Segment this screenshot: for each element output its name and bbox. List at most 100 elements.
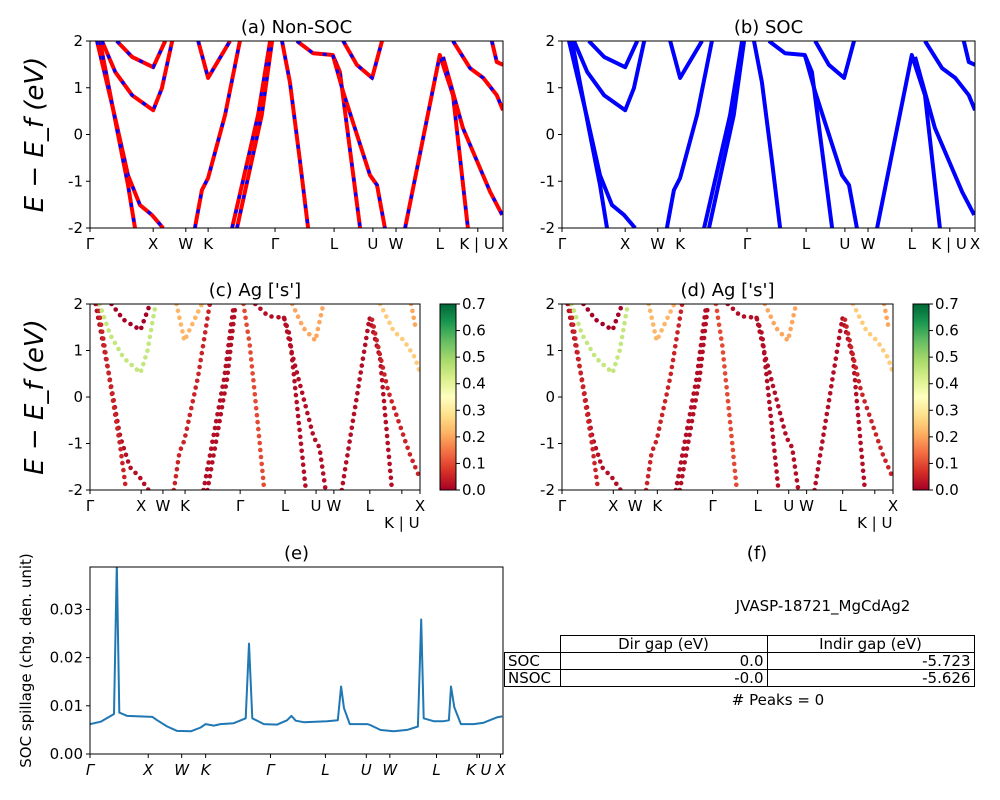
scatter-point — [668, 309, 673, 314]
scatter-point — [681, 446, 686, 452]
scatter-point — [258, 447, 263, 453]
scatter-point — [646, 466, 652, 472]
scatter-point — [298, 320, 304, 326]
scatter-point — [99, 329, 105, 335]
scatter-point — [242, 308, 247, 314]
scatter-point — [190, 321, 195, 327]
scatter-point — [880, 348, 886, 353]
scatter-point — [673, 344, 678, 349]
scatter-point — [674, 337, 679, 342]
scatter-point — [283, 322, 288, 328]
scatter-point — [734, 482, 739, 488]
table-header-row: Dir gap (eV) Indir gap (eV) — [505, 635, 975, 653]
scatter-point — [601, 362, 606, 368]
scatter-point — [122, 481, 128, 487]
scatter-point — [410, 308, 415, 314]
scatter-point — [724, 385, 729, 390]
scatter-point — [120, 460, 125, 466]
band-line — [97, 41, 137, 228]
scatter-point — [814, 473, 820, 479]
scatter-point — [733, 475, 738, 481]
x-tick-label: X — [620, 235, 630, 253]
scatter-point — [122, 474, 127, 480]
x-tick-label: U — [480, 761, 491, 779]
scatter-point — [858, 440, 863, 446]
scatter-point — [834, 349, 840, 355]
scatter-point — [190, 399, 196, 404]
scatter-point — [228, 342, 234, 348]
scatter-point — [581, 304, 586, 307]
scatter-point — [260, 468, 265, 474]
scatter-point — [207, 304, 212, 308]
y-axis-label: E − E_f (eV) — [20, 57, 50, 213]
scatter-point — [767, 399, 772, 405]
scatter-point — [768, 314, 774, 320]
scatter-point — [296, 376, 301, 382]
scatter-point — [202, 480, 208, 486]
scatter-point — [119, 453, 124, 459]
scatter-point — [725, 398, 731, 404]
scatter-point — [415, 471, 420, 477]
scatter-point — [855, 405, 860, 411]
x-tick-label: W — [174, 761, 190, 779]
scatter-point — [199, 304, 204, 308]
scatter-point — [570, 322, 576, 328]
y-tick-label: 1 — [73, 79, 83, 97]
band-line-dashed — [230, 41, 272, 228]
scatter-point — [349, 425, 355, 431]
scatter-point — [591, 453, 596, 459]
scatter-point — [643, 487, 649, 490]
scatter-point — [117, 312, 123, 318]
scatter-point — [600, 465, 605, 471]
scatter-point — [716, 322, 722, 328]
x-tick-label: L — [436, 235, 445, 253]
scatter-point — [112, 412, 118, 418]
scatter-point — [141, 319, 146, 324]
scatter-point — [400, 432, 406, 437]
scatter-point — [884, 315, 889, 321]
scatter-point — [232, 307, 238, 313]
panel-title: (d) Ag ['s'] — [681, 280, 775, 301]
scatter-point — [656, 334, 661, 340]
material-id: JVASP-18721_MgCdAg2 — [735, 597, 911, 615]
x-tick-label: W — [178, 235, 193, 253]
scatter-point — [681, 467, 686, 472]
scatter-point — [575, 350, 580, 355]
scatter-point — [292, 363, 298, 369]
scatter-point — [377, 351, 383, 357]
scatter-point — [600, 321, 605, 327]
scatter-point — [866, 412, 872, 418]
scatter-point — [251, 378, 256, 383]
scatter-point — [864, 405, 870, 411]
scatter-point — [775, 483, 781, 488]
scatter-point — [387, 468, 393, 474]
colorbar-tick-label: 0.0 — [462, 481, 486, 499]
scatter-point — [790, 450, 796, 456]
scatter-point — [250, 371, 255, 376]
scatter-point — [404, 342, 409, 347]
scatter-point — [203, 473, 209, 479]
scatter-point — [775, 476, 780, 481]
scatter-point — [647, 460, 653, 465]
scatter-point — [569, 315, 575, 321]
scatter-point — [243, 315, 248, 321]
x-tick-label: X — [148, 235, 158, 253]
scatter-point — [845, 331, 851, 336]
scatter-point — [125, 459, 131, 464]
scatter-point — [727, 419, 733, 425]
scatter-point — [382, 412, 388, 418]
scatter-point — [863, 326, 868, 332]
colorbar-tick-label: 0.3 — [462, 401, 486, 419]
scatter-point — [357, 377, 362, 382]
scatter-point — [594, 318, 599, 323]
scatter-point — [718, 336, 724, 341]
scatter-point — [860, 392, 865, 398]
scatter-point — [322, 485, 328, 490]
scatter-point — [128, 465, 133, 471]
scatter-point — [382, 372, 387, 377]
scatter-point — [571, 308, 577, 313]
scatter-point — [320, 306, 325, 311]
